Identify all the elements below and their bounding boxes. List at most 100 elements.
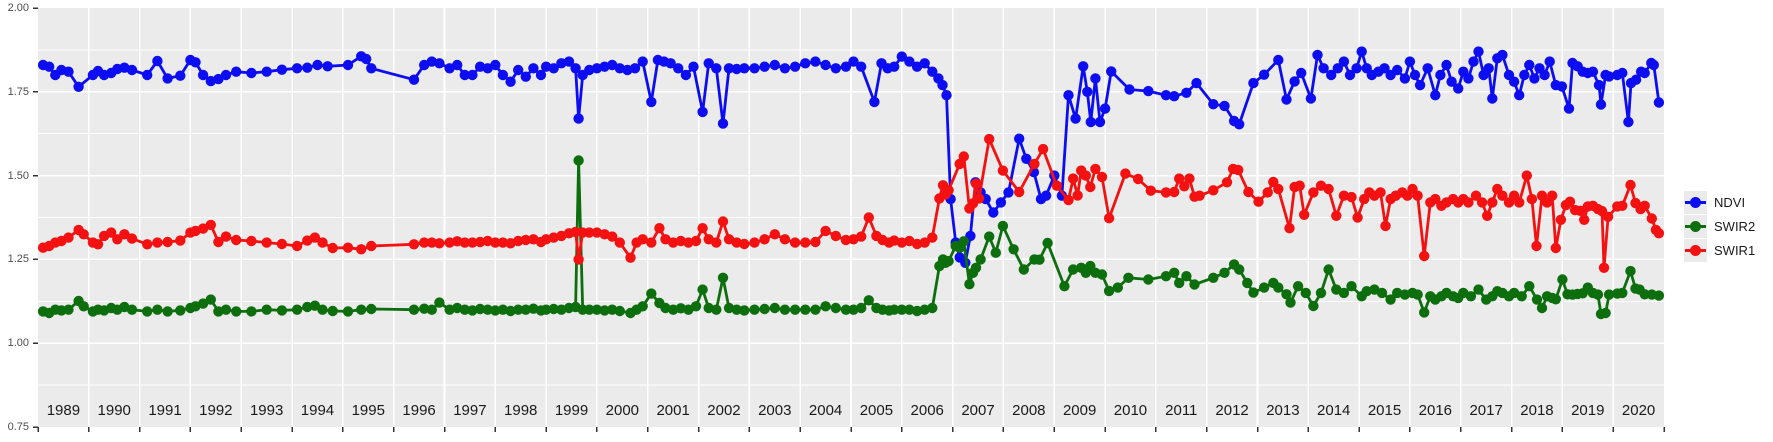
data-point-SWIR1 [1294, 180, 1305, 191]
data-point-SWIR2 [591, 304, 603, 315]
data-point-NDVI [1351, 63, 1362, 74]
data-point-NDVI [688, 61, 699, 72]
data-point-NDVI [548, 63, 559, 74]
data-point-SWIR1 [1419, 250, 1430, 262]
data-point-SWIR1 [1550, 242, 1562, 254]
data-point-SWIR1 [309, 232, 321, 243]
data-point-SWIR1 [520, 234, 531, 246]
data-point-SWIR1 [317, 237, 328, 248]
data-point-SWIR1 [106, 227, 117, 238]
data-point-SWIR1 [1243, 186, 1254, 198]
data-point-SWIR2 [1160, 271, 1172, 282]
data-point-SWIR2 [1258, 282, 1270, 293]
data-point-NDVI [830, 63, 841, 74]
x-tick-label: 2007 [961, 402, 995, 419]
data-point-NDVI [1281, 94, 1292, 105]
data-point-SWIR1 [584, 227, 595, 238]
data-point-NDVI [322, 61, 333, 72]
data-point-SWIR2 [1473, 284, 1484, 295]
data-point-SWIR2 [1008, 244, 1019, 255]
data-point-SWIR1 [614, 237, 625, 248]
data-point-NDVI [1258, 69, 1270, 80]
data-point-SWIR1 [92, 239, 104, 250]
data-point-NDVI [1473, 46, 1484, 57]
data-point-SWIR2 [520, 304, 531, 315]
data-point-NDVI [869, 96, 880, 108]
data-point-SWIR2 [490, 305, 501, 316]
data-point-SWIR2 [970, 262, 982, 273]
data-point-SWIR2 [327, 305, 338, 317]
data-point-SWIR1 [231, 234, 242, 246]
data-point-NDVI [1338, 56, 1350, 67]
data-point-NDVI [570, 63, 581, 74]
data-point-SWIR1 [646, 237, 657, 248]
data-point-SWIR2 [997, 220, 1009, 232]
data-point-SWIR1 [276, 238, 288, 250]
data-point-SWIR1 [856, 231, 867, 242]
data-point-NDVI [1234, 119, 1245, 130]
data-point-NDVI [1082, 86, 1093, 98]
data-point-SWIR1 [197, 223, 209, 234]
data-point-SWIR1 [927, 232, 938, 243]
x-tick-label: 2018 [1520, 402, 1554, 419]
data-point-NDVI [408, 74, 420, 85]
data-point-NDVI [246, 67, 257, 79]
data-point-SWIR1 [607, 231, 618, 242]
data-point-NDVI [759, 61, 770, 72]
data-point-SWIR2 [513, 304, 524, 315]
data-point-SWIR2 [1531, 294, 1543, 305]
x-tick-label: 2014 [1317, 402, 1351, 419]
data-point-NDVI [213, 73, 224, 85]
x-tick-label: 2000 [605, 402, 640, 419]
data-point-NDVI [1623, 116, 1634, 128]
data-point-SWIR2 [426, 304, 437, 315]
data-point-SWIR1 [1487, 197, 1498, 208]
data-point-NDVI [434, 58, 445, 69]
data-point-SWIR2 [856, 302, 867, 314]
x-tick-label: 1991 [148, 402, 182, 419]
data-point-SWIR1 [1575, 205, 1586, 216]
data-point-SWIR1 [126, 233, 138, 244]
x-tick-label: 2019 [1571, 402, 1605, 419]
gridlines [38, 8, 1664, 427]
data-point-SWIR1 [1233, 164, 1244, 176]
data-point-SWIR1 [1080, 170, 1092, 181]
data-point-SWIR2 [810, 304, 821, 315]
legend-label-ndvi: NDVI [1714, 194, 1746, 210]
data-point-NDVI [889, 61, 900, 72]
x-tick-label: 2005 [859, 402, 894, 419]
data-point-SWIR2 [779, 304, 791, 315]
data-point-SWIR1 [1375, 187, 1386, 198]
data-point-NDVI [1556, 81, 1568, 92]
data-point-SWIR1 [769, 229, 780, 240]
data-point-SWIR2 [637, 301, 648, 312]
data-point-SWIR1 [789, 237, 801, 248]
x-tick-label: 2010 [1113, 402, 1148, 419]
data-point-SWIR1 [997, 165, 1009, 176]
data-point-SWIR1 [958, 151, 969, 162]
data-point-SWIR2 [1034, 254, 1045, 265]
data-point-SWIR2 [276, 305, 288, 316]
data-point-SWIR1 [1526, 193, 1538, 205]
data-point-SWIR2 [1248, 287, 1259, 298]
data-point-NDVI [302, 62, 313, 73]
data-point-SWIR2 [126, 304, 138, 315]
x-tick-label: 2004 [808, 402, 843, 419]
data-point-SWIR1 [690, 235, 702, 247]
x-tick-label: 2003 [758, 402, 792, 419]
data-point-NDVI [1544, 56, 1555, 67]
data-point-SWIR1 [1184, 173, 1195, 184]
data-point-NDVI [1508, 76, 1520, 87]
legend-item-ndvi: NDVI [1684, 190, 1755, 214]
data-point-SWIR2 [1625, 265, 1636, 277]
legend-item-swir1: SWIR1 [1684, 238, 1755, 262]
data-point-NDVI [528, 63, 539, 74]
legend-item-swir2: SWIR2 [1684, 214, 1755, 238]
x-tick-label: 2012 [1215, 402, 1249, 419]
data-point-SWIR2 [1112, 282, 1124, 293]
data-point-NDVI [563, 56, 575, 67]
data-point-NDVI [665, 58, 676, 69]
data-point-NDVI [1208, 99, 1219, 110]
data-point-SWIR1 [467, 237, 478, 248]
data-point-NDVI [1630, 74, 1642, 85]
